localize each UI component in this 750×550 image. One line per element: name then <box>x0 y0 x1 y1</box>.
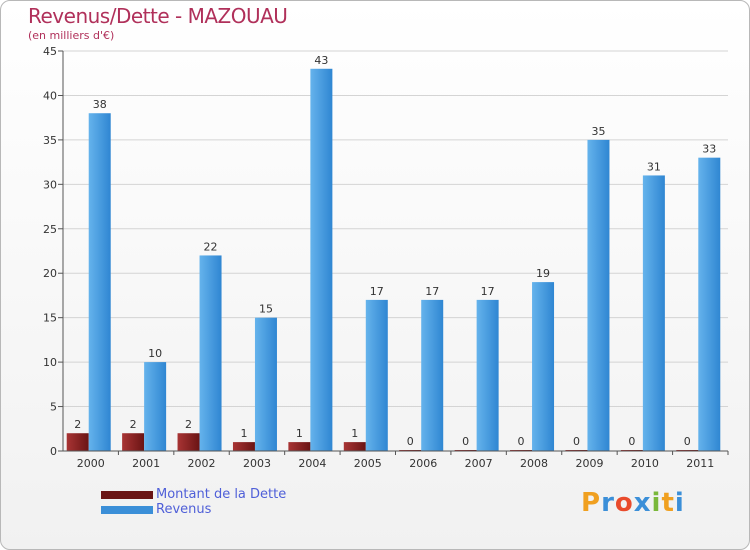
value-label-revenue: 15 <box>259 303 273 316</box>
value-label-revenue: 10 <box>148 347 162 360</box>
bar-revenue <box>698 157 721 451</box>
value-label-revenue: 31 <box>647 160 661 173</box>
legend-swatch-debt <box>101 491 153 499</box>
brand-letter: r <box>601 488 615 518</box>
brand-letter: i <box>674 488 685 518</box>
value-label-revenue: 17 <box>425 285 439 298</box>
bar-revenue <box>421 299 444 451</box>
value-label-revenue: 17 <box>370 285 384 298</box>
bar-revenue <box>88 113 111 451</box>
value-label-debt: 0 <box>518 435 525 448</box>
chart-subtitle: (en milliers d'€) <box>28 29 115 42</box>
y-tick-label: 10 <box>43 356 57 369</box>
value-label-debt: 0 <box>462 435 469 448</box>
bar-debt <box>122 433 145 451</box>
y-tick-label: 15 <box>43 312 57 325</box>
x-tick-label: 2005 <box>354 457 382 470</box>
brand-letter: x <box>633 488 652 518</box>
bar-revenue <box>310 68 333 452</box>
bar-debt <box>288 442 311 451</box>
bar-revenue <box>365 299 388 451</box>
y-tick-label: 5 <box>50 401 57 414</box>
value-label-debt: 0 <box>628 435 635 448</box>
x-tick-label: 2008 <box>520 457 548 470</box>
x-tick-label: 2006 <box>409 457 437 470</box>
y-tick-label: 0 <box>50 445 57 458</box>
bar-debt <box>177 433 200 451</box>
x-tick-label: 2009 <box>575 457 603 470</box>
y-tick-label: 20 <box>43 267 57 280</box>
x-tick-label: 2000 <box>77 457 105 470</box>
y-tick-label: 35 <box>43 134 57 147</box>
y-tick-label: 45 <box>43 45 57 58</box>
value-label-revenue: 38 <box>93 98 107 111</box>
chart-title: Revenus/Dette - MAZOUAU <box>28 4 288 28</box>
x-tick-label: 2003 <box>243 457 271 470</box>
bar-debt <box>343 442 366 451</box>
value-label-debt: 0 <box>407 435 414 448</box>
brand-letter: i <box>651 488 662 518</box>
value-label-revenue: 43 <box>314 54 328 67</box>
y-tick-label: 30 <box>43 178 57 191</box>
brand-letter: o <box>614 488 634 518</box>
bar-revenue <box>254 317 277 451</box>
value-label-debt: 1 <box>240 427 247 440</box>
value-label-debt: 2 <box>74 418 81 431</box>
bar-revenue <box>199 255 222 451</box>
y-tick-label: 40 <box>43 89 57 102</box>
x-tick-label: 2007 <box>465 457 493 470</box>
value-label-revenue: 19 <box>536 267 550 280</box>
bar-revenue <box>642 175 665 451</box>
value-label-debt: 2 <box>130 418 137 431</box>
bar-revenue <box>144 362 167 451</box>
value-label-debt: 1 <box>351 427 358 440</box>
legend-label-debt: Montant de la Dette <box>156 487 287 502</box>
x-tick-label: 2001 <box>132 457 160 470</box>
value-label-revenue: 35 <box>591 125 605 138</box>
bar-debt <box>66 433 89 451</box>
proxiti-logo: Proxiti <box>581 488 685 518</box>
value-label-debt: 1 <box>296 427 303 440</box>
x-tick-label: 2004 <box>298 457 326 470</box>
value-label-debt: 0 <box>573 435 580 448</box>
value-label-revenue: 33 <box>702 143 716 156</box>
value-label-debt: 2 <box>185 418 192 431</box>
y-tick-label: 25 <box>43 223 57 236</box>
x-tick-label: 2002 <box>188 457 216 470</box>
value-label-revenue: 17 <box>481 285 495 298</box>
legend-label-revenue: Revenus <box>156 502 212 517</box>
value-label-debt: 0 <box>684 435 691 448</box>
brand-letter: P <box>581 488 602 518</box>
bar-debt <box>232 442 255 451</box>
bar-revenue <box>532 282 555 451</box>
brand-letter: t <box>661 488 675 518</box>
bar-revenue <box>587 139 610 451</box>
bar-revenue <box>476 299 499 451</box>
x-tick-label: 2010 <box>631 457 659 470</box>
value-label-revenue: 22 <box>204 240 218 253</box>
x-tick-label: 2011 <box>686 457 714 470</box>
legend-swatch-revenue <box>101 506 153 514</box>
